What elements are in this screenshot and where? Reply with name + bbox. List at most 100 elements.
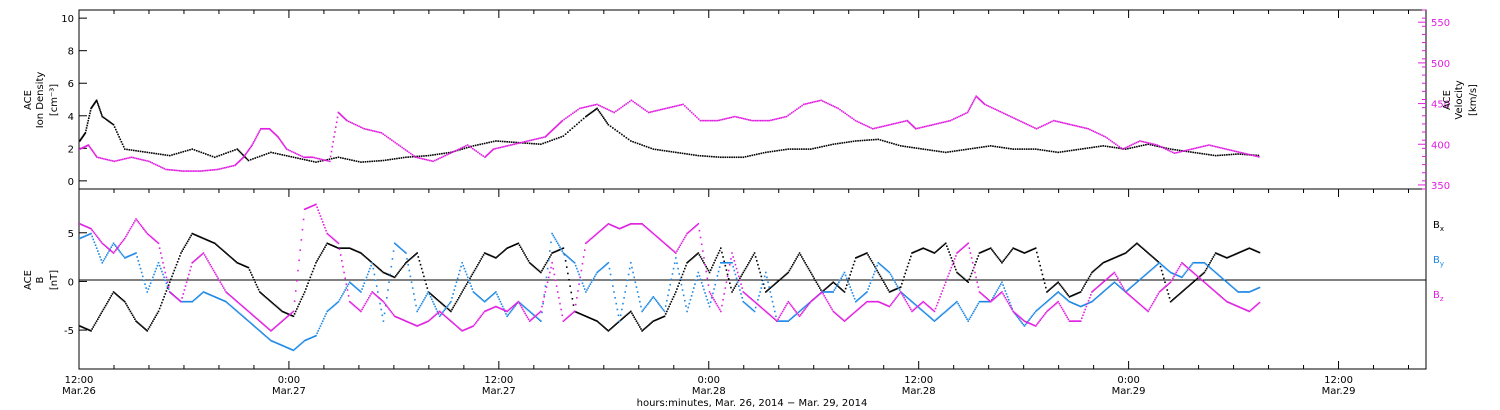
data-point — [789, 267, 792, 270]
data-point — [505, 248, 507, 250]
data-point — [208, 240, 210, 242]
data-point — [567, 316, 569, 319]
data-point — [314, 335, 316, 338]
data-point — [328, 234, 331, 237]
data-point — [873, 127, 876, 130]
data-point — [792, 110, 795, 113]
data-point — [285, 316, 288, 319]
data-point — [325, 229, 327, 232]
data-point — [198, 295, 200, 297]
data-point — [787, 271, 790, 274]
data-point — [906, 297, 909, 299]
data-point — [110, 159, 112, 162]
data-point — [690, 295, 693, 297]
data-point — [488, 297, 490, 299]
data-point — [92, 326, 95, 328]
data-point — [552, 234, 555, 237]
data-point — [334, 126, 337, 128]
data-point — [1085, 127, 1088, 130]
data-point — [1199, 261, 1201, 264]
data-point — [1242, 308, 1245, 310]
data-point — [421, 322, 424, 325]
data-point — [93, 232, 96, 234]
data-point — [237, 149, 240, 152]
data-point — [251, 274, 253, 276]
data-point — [777, 318, 779, 321]
data-point — [489, 151, 491, 154]
data-point — [759, 305, 761, 308]
data-point — [736, 271, 739, 274]
data-point — [1124, 291, 1127, 293]
data-point — [1040, 305, 1043, 308]
data-point — [245, 265, 248, 268]
data-point — [818, 287, 821, 289]
data-point — [1224, 280, 1227, 283]
data-point — [463, 287, 466, 289]
data-point — [478, 261, 480, 264]
data-point — [254, 326, 257, 328]
data-point — [341, 115, 344, 118]
data-point — [1236, 252, 1238, 255]
data-point — [279, 153, 281, 156]
data-point — [1238, 291, 1241, 293]
data-point — [184, 170, 186, 172]
data-point — [490, 150, 492, 153]
data-point — [965, 112, 967, 115]
data-point — [1107, 276, 1110, 279]
data-point — [164, 271, 167, 274]
data-point — [823, 145, 826, 147]
data-point — [402, 250, 405, 252]
data-point — [677, 151, 679, 154]
data-point — [1049, 288, 1052, 290]
data-point — [409, 322, 412, 324]
data-point — [868, 285, 871, 287]
data-point — [1160, 263, 1163, 266]
data-point — [772, 305, 775, 308]
data-point — [938, 150, 940, 153]
data-point — [586, 114, 588, 117]
data-point — [150, 152, 153, 154]
data-point — [699, 236, 702, 239]
data-point — [270, 339, 272, 342]
data-point — [1146, 141, 1148, 144]
data-point — [940, 293, 943, 295]
data-point — [806, 102, 809, 105]
data-point — [969, 147, 972, 150]
data-point — [711, 295, 713, 297]
data-point — [1008, 114, 1010, 117]
data-point — [697, 252, 700, 254]
data-point — [559, 122, 561, 124]
data-point — [1046, 123, 1048, 125]
data-point — [618, 227, 621, 230]
data-point — [1025, 123, 1027, 125]
data-point — [1183, 273, 1185, 276]
data-point — [260, 321, 262, 323]
data-point — [1175, 296, 1178, 298]
data-point — [1123, 289, 1126, 291]
data-point — [709, 293, 712, 295]
data-point — [149, 161, 152, 163]
data-point — [974, 147, 976, 149]
data-point — [854, 300, 857, 303]
data-point — [146, 330, 149, 332]
data-point — [117, 295, 119, 297]
data-point — [923, 311, 926, 314]
data-point — [1104, 261, 1107, 263]
data-point — [1167, 147, 1170, 150]
data-point — [260, 127, 263, 130]
time-axis: 12:00Mar.260:00Mar.2712:00Mar.270:00Mar.… — [62, 10, 1410, 397]
data-point — [930, 307, 932, 310]
data-point — [528, 139, 531, 142]
data-point — [1195, 278, 1198, 281]
data-point — [542, 300, 544, 303]
data-point — [707, 269, 710, 272]
data-point — [441, 312, 443, 315]
data-point — [732, 265, 734, 268]
data-point — [298, 259, 300, 262]
data-point — [1192, 147, 1195, 150]
data-point — [943, 243, 946, 246]
data-point — [540, 310, 542, 313]
data-point — [398, 270, 400, 273]
data-point — [717, 156, 720, 158]
data-point — [529, 262, 532, 265]
